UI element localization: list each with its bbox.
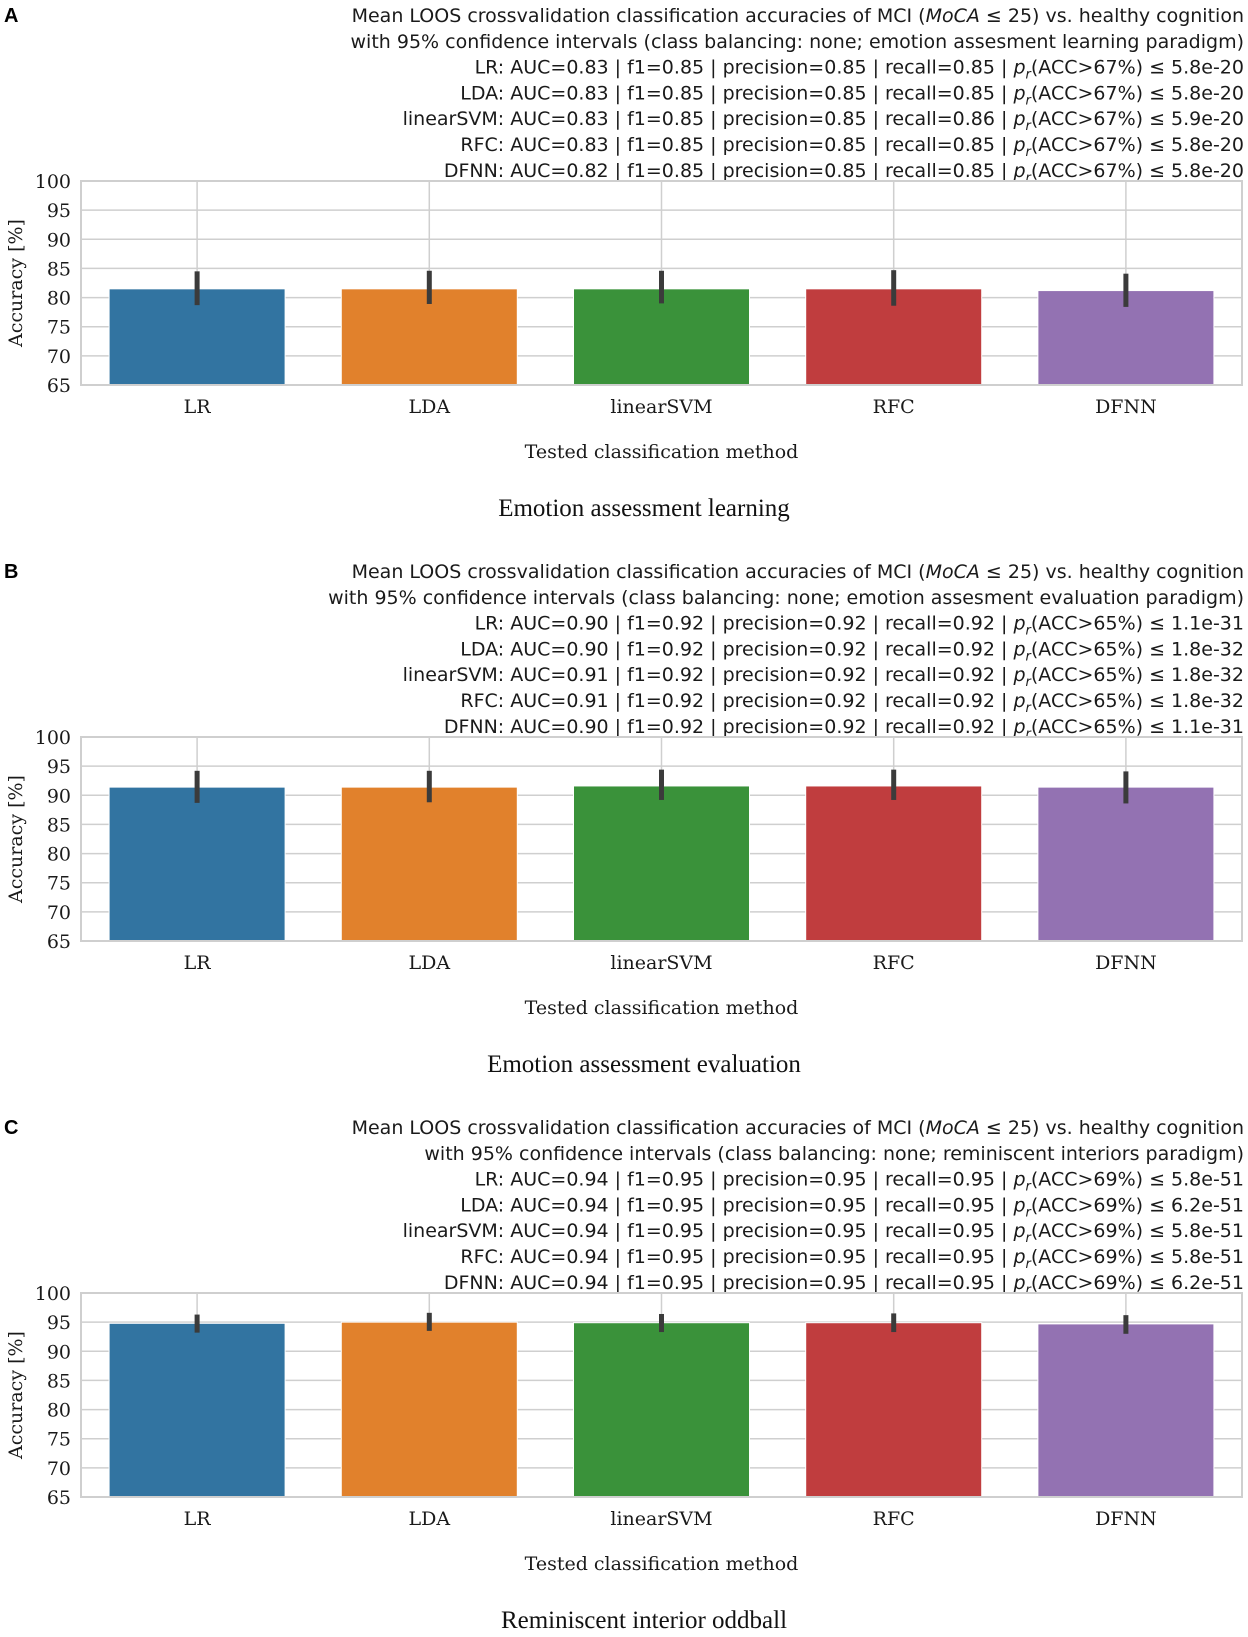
- bar-dfnn: [1037, 786, 1215, 942]
- bar-rfc: [805, 1322, 983, 1498]
- y-tick-label: 70: [47, 902, 71, 924]
- chart-title-line: Mean LOOS crossvalidation classification…: [352, 5, 1244, 27]
- metrics-line: linearSVM: AUC=0.83 | f1=0.85 | precisio…: [403, 108, 1244, 134]
- y-tick-label: 95: [47, 1312, 71, 1334]
- bar-rfc: [805, 785, 983, 942]
- x-tick-label: LDA: [409, 396, 451, 418]
- panel-a: A Mean LOOS crossvalidation classificatio…: [4, 5, 1244, 522]
- y-tick-label: 65: [47, 375, 71, 397]
- x-tick-label: RFC: [873, 1508, 915, 1530]
- metrics-line: RFC: AUC=0.94 | f1=0.95 | precision=0.95…: [460, 1246, 1244, 1272]
- y-tick-label: 90: [47, 1341, 71, 1363]
- x-tick-label: linearSVM: [610, 952, 712, 974]
- panel-caption: Reminiscent interior oddball: [501, 1607, 787, 1634]
- y-tick-label: 75: [47, 317, 71, 339]
- x-tick-label: linearSVM: [610, 396, 712, 418]
- metrics-line: RFC: AUC=0.83 | f1=0.85 | precision=0.85…: [460, 134, 1244, 160]
- panel-c: C Mean LOOS crossvalidation classificatio…: [4, 1117, 1244, 1634]
- metrics-line: linearSVM: AUC=0.91 | f1=0.92 | precisio…: [403, 664, 1244, 690]
- metrics-line: LDA: AUC=0.83 | f1=0.85 | precision=0.85…: [460, 82, 1244, 108]
- y-tick-label: 80: [47, 844, 71, 866]
- y-tick-label: 80: [47, 1400, 71, 1422]
- bar-lda: [340, 288, 518, 386]
- bar-linearsvm: [573, 288, 750, 386]
- y-tick-label: 100: [35, 1283, 71, 1305]
- y-axis-label: Accuracy [%]: [5, 219, 27, 348]
- panel-letter: C: [4, 1117, 18, 1139]
- chart-title-line: Mean LOOS crossvalidation classification…: [352, 1117, 1244, 1139]
- metrics-line: DFNN: AUC=0.90 | f1=0.92 | precision=0.9…: [444, 716, 1244, 742]
- x-axis-label: Tested classification method: [525, 1553, 799, 1575]
- y-tick-label: 65: [47, 1487, 71, 1509]
- y-tick-label: 85: [47, 258, 71, 280]
- x-axis-label: Tested classification method: [525, 441, 799, 463]
- metrics-line: LDA: AUC=0.94 | f1=0.95 | precision=0.95…: [460, 1194, 1244, 1220]
- y-tick-label: 70: [47, 1458, 71, 1480]
- panel-caption: Emotion assessment evaluation: [487, 1051, 801, 1078]
- x-tick-label: LDA: [409, 1508, 451, 1530]
- x-tick-label: DFNN: [1095, 396, 1157, 418]
- bar-lr: [108, 1322, 286, 1498]
- x-tick-label: LR: [184, 1508, 212, 1530]
- y-tick-label: 100: [35, 727, 71, 749]
- metrics-line: LDA: AUC=0.90 | f1=0.92 | precision=0.92…: [460, 638, 1244, 664]
- metrics-line: DFNN: AUC=0.94 | f1=0.95 | precision=0.9…: [444, 1272, 1244, 1298]
- panel-letter: B: [4, 561, 18, 583]
- bar-lr: [108, 786, 286, 942]
- metrics-line: LR: AUC=0.90 | f1=0.92 | precision=0.92 …: [475, 613, 1244, 639]
- bar-dfnn: [1037, 1323, 1215, 1498]
- plot-frame: [80, 180, 1243, 386]
- x-tick-label: DFNN: [1095, 952, 1157, 974]
- bar-lda: [340, 1321, 518, 1498]
- chart-title-line: Mean LOOS crossvalidation classification…: [352, 561, 1244, 583]
- x-axis-label: Tested classification method: [525, 997, 799, 1019]
- y-tick-label: 65: [47, 931, 71, 953]
- y-tick-label: 95: [47, 200, 71, 222]
- x-tick-label: LR: [184, 396, 212, 418]
- y-tick-label: 75: [47, 873, 71, 895]
- y-tick-label: 85: [47, 814, 71, 836]
- panel-b: B Mean LOOS crossvalidation classificatio…: [4, 561, 1244, 1078]
- chart-title-line: with 95% confidence intervals (class bal…: [328, 587, 1244, 609]
- plot-frame: [80, 736, 1243, 942]
- x-tick-label: linearSVM: [610, 1508, 712, 1530]
- panel-caption: Emotion assessment learning: [498, 495, 790, 522]
- bar-lda: [340, 786, 518, 942]
- y-tick-label: 95: [47, 756, 71, 778]
- y-tick-label: 75: [47, 1429, 71, 1451]
- x-tick-label: RFC: [873, 396, 915, 418]
- metrics-line: linearSVM: AUC=0.94 | f1=0.95 | precisio…: [403, 1220, 1244, 1246]
- x-tick-label: DFNN: [1095, 1508, 1157, 1530]
- y-tick-label: 70: [47, 346, 71, 368]
- metrics-line: RFC: AUC=0.91 | f1=0.92 | precision=0.92…: [460, 690, 1244, 716]
- metrics-line: LR: AUC=0.94 | f1=0.95 | precision=0.95 …: [475, 1169, 1244, 1195]
- plot-frame: [80, 1292, 1243, 1498]
- y-tick-label: 85: [47, 1370, 71, 1392]
- y-tick-label: 90: [47, 229, 71, 251]
- y-tick-label: 80: [47, 288, 71, 310]
- y-tick-label: 90: [47, 785, 71, 807]
- metrics-line: LR: AUC=0.83 | f1=0.85 | precision=0.85 …: [475, 57, 1244, 83]
- y-axis-label: Accuracy [%]: [5, 775, 27, 904]
- bar-linearsvm: [573, 1322, 750, 1498]
- chart-title-line: with 95% confidence intervals (class bal…: [351, 31, 1244, 53]
- chart-title-line: with 95% confidence intervals (class bal…: [424, 1143, 1244, 1165]
- x-tick-label: LR: [184, 952, 212, 974]
- y-axis-label: Accuracy [%]: [5, 1331, 27, 1460]
- bar-linearsvm: [573, 785, 750, 942]
- x-tick-label: LDA: [409, 952, 451, 974]
- y-tick-label: 100: [35, 171, 71, 193]
- metrics-line: DFNN: AUC=0.82 | f1=0.85 | precision=0.8…: [444, 160, 1244, 186]
- x-tick-label: RFC: [873, 952, 915, 974]
- panel-letter: A: [4, 5, 18, 27]
